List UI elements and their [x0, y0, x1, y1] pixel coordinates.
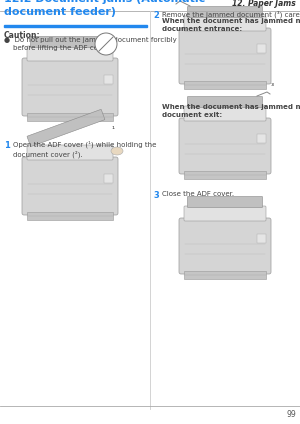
Bar	[104, 75, 113, 84]
Circle shape	[95, 33, 117, 55]
Text: 12.2 Document jams (Automatic
document feeder): 12.2 Document jams (Automatic document f…	[4, 0, 205, 17]
Bar	[27, 113, 113, 121]
FancyBboxPatch shape	[184, 206, 266, 221]
Bar	[257, 234, 266, 243]
Text: When the document has jammed near the
document entrance:: When the document has jammed near the do…	[162, 18, 300, 32]
FancyBboxPatch shape	[22, 157, 118, 215]
FancyBboxPatch shape	[179, 118, 271, 174]
FancyBboxPatch shape	[188, 196, 262, 207]
Text: Caution:: Caution:	[4, 31, 40, 40]
Bar	[184, 81, 266, 89]
FancyBboxPatch shape	[179, 218, 271, 274]
FancyBboxPatch shape	[179, 28, 271, 84]
Text: Open the ADF cover (¹) while holding the
document cover (²).: Open the ADF cover (¹) while holding the…	[13, 141, 156, 159]
FancyBboxPatch shape	[31, 36, 110, 47]
Text: 3: 3	[153, 191, 159, 200]
Bar	[257, 134, 266, 143]
Text: 2: 2	[153, 11, 159, 20]
FancyBboxPatch shape	[188, 6, 262, 17]
Bar	[184, 171, 266, 179]
Text: Close the ADF cover.: Close the ADF cover.	[162, 191, 234, 197]
Ellipse shape	[111, 147, 123, 155]
FancyBboxPatch shape	[27, 145, 113, 160]
Bar	[4, 25, 147, 27]
Text: ●  Do not pull out the jammed document forcibly
    before lifting the ADF cover: ● Do not pull out the jammed document fo…	[4, 37, 177, 51]
Text: 12. Paper Jams: 12. Paper Jams	[232, 0, 296, 8]
Text: 1: 1	[4, 141, 10, 150]
Text: When the document has jammed near the
document exit:: When the document has jammed near the do…	[162, 104, 300, 118]
Text: Remove the jammed document (³) carefully.: Remove the jammed document (³) carefully…	[162, 11, 300, 19]
Bar	[257, 44, 266, 53]
Bar	[104, 174, 113, 183]
FancyBboxPatch shape	[184, 106, 266, 121]
FancyBboxPatch shape	[27, 109, 105, 147]
Text: 99: 99	[286, 410, 296, 419]
Text: ³: ³	[270, 82, 274, 91]
FancyBboxPatch shape	[188, 97, 262, 108]
FancyBboxPatch shape	[184, 16, 266, 31]
Bar	[27, 212, 113, 220]
FancyBboxPatch shape	[22, 58, 118, 116]
Bar	[184, 271, 266, 279]
Text: ¹: ¹	[111, 125, 114, 134]
FancyBboxPatch shape	[27, 46, 113, 61]
